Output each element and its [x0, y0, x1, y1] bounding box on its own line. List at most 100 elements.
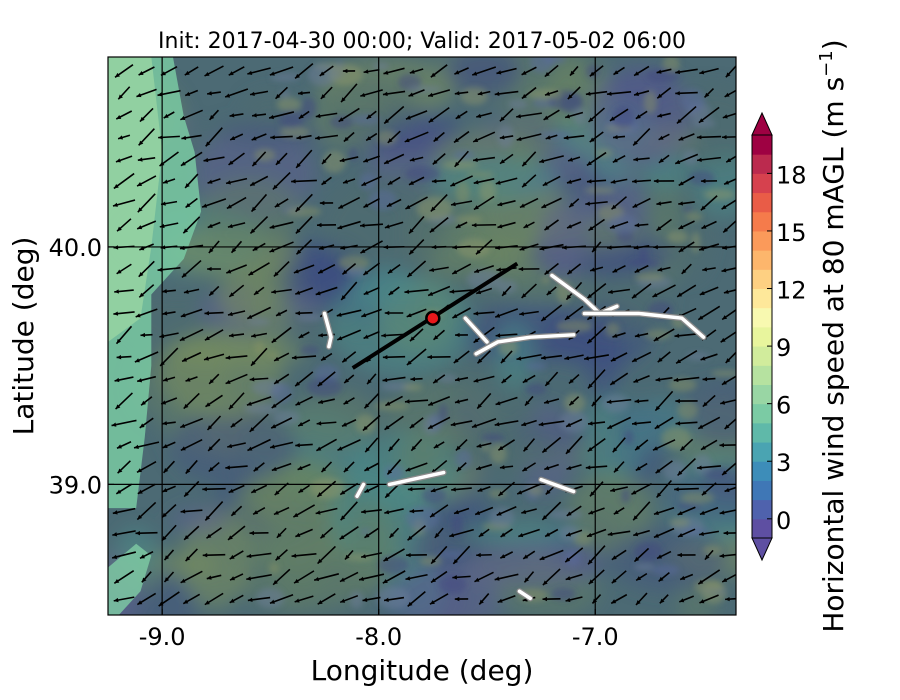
- wind-vector: [406, 308, 427, 318]
- wind-vector: [139, 417, 154, 429]
- speed-patch: [643, 179, 685, 236]
- wind-vector: [543, 109, 560, 121]
- terrain-patch: [541, 275, 551, 284]
- wind-vector: [270, 135, 293, 140]
- wind-vector: [230, 240, 243, 254]
- terrain-patch: [328, 64, 363, 86]
- colorbar-segment: [752, 461, 772, 481]
- wind-vector: [541, 436, 562, 454]
- wind-vector: [721, 375, 736, 386]
- speed-patch: [251, 253, 291, 355]
- colorbar-segment: [752, 135, 772, 155]
- wind-vector: [360, 223, 383, 228]
- wind-vector: [634, 332, 649, 338]
- wind-vector: [609, 221, 629, 229]
- wind-vector: [291, 179, 317, 184]
- x-tick-label: -7.0: [572, 623, 619, 651]
- wind-vector: [587, 421, 606, 426]
- wind-vector: [340, 83, 358, 103]
- wind-vector: [291, 355, 317, 360]
- wind-vector: [382, 355, 406, 360]
- wind-vector: [633, 547, 650, 563]
- masked-region: [517, 589, 533, 601]
- wind-vector: [115, 392, 133, 410]
- wind-vector: [318, 398, 335, 404]
- masked-region: [463, 316, 489, 344]
- wind-vector: [163, 549, 175, 561]
- wind-vector: [409, 156, 424, 162]
- wind-vector: [524, 395, 534, 407]
- wind-vector: [320, 461, 333, 473]
- terrain-patch: [286, 206, 322, 217]
- wind-vector: [343, 461, 355, 473]
- terrain-patch: [496, 279, 518, 294]
- terrain-patch: [276, 97, 301, 112]
- wind-vector: [362, 262, 381, 276]
- terrain-patch: [602, 394, 630, 413]
- wind-vector: [589, 65, 604, 77]
- wind-vector: [699, 506, 719, 516]
- wind-vector: [159, 347, 179, 367]
- wind-vector: [320, 86, 333, 100]
- wind-vector: [269, 441, 294, 449]
- wind-vector: [207, 266, 221, 272]
- wind-vector: [673, 376, 700, 383]
- terrain-patch: [489, 507, 515, 528]
- wind-vector: [544, 262, 559, 276]
- wind-vector: [658, 572, 670, 582]
- wind-vector: [181, 134, 202, 141]
- wind-vector: [321, 153, 332, 165]
- wind-vector: [522, 462, 536, 472]
- wind-vector: [724, 486, 736, 493]
- wind-vector: [564, 547, 584, 563]
- wind-vector: [291, 553, 317, 558]
- wind-vectors: [111, 62, 736, 607]
- wind-vector: [496, 506, 517, 516]
- masked-region: [474, 333, 576, 356]
- wind-vector: [160, 397, 178, 405]
- wind-vector: [366, 110, 377, 120]
- wind-vector: [114, 289, 134, 294]
- wind-vector: [136, 220, 157, 230]
- wind-vector: [295, 216, 313, 234]
- wind-vector: [702, 267, 716, 272]
- wind-vector: [344, 549, 354, 561]
- wind-vector: [295, 287, 313, 295]
- wind-vector: [405, 462, 428, 472]
- wind-vector: [408, 239, 425, 255]
- wind-vector: [112, 530, 136, 537]
- terrain-patch: [329, 115, 353, 129]
- wind-vector: [317, 264, 336, 274]
- wind-vector: [724, 418, 736, 430]
- wind-vector: [249, 90, 269, 96]
- wind-vector: [388, 527, 400, 539]
- wind-vector: [499, 135, 514, 140]
- wind-vector: [158, 135, 180, 140]
- terrain-patch: [455, 449, 472, 469]
- wind-vector: [228, 284, 245, 298]
- wind-vector: [180, 151, 203, 167]
- wind-vector: [499, 465, 514, 470]
- wind-vector: [364, 484, 379, 494]
- wind-vector: [450, 420, 473, 427]
- wind-vector: [298, 331, 310, 339]
- wind-vector: [455, 332, 468, 338]
- wind-vector: [319, 527, 334, 539]
- wind-vector: [298, 110, 310, 120]
- wind-vector: [432, 152, 446, 166]
- wind-vector: [293, 264, 315, 274]
- wind-vector: [184, 173, 199, 189]
- wind-vector: [207, 438, 221, 452]
- wind-vector: [521, 508, 537, 514]
- terrain-patch: [556, 320, 593, 333]
- wind-vector: [184, 66, 199, 76]
- colorbar-segment: [752, 192, 772, 213]
- wind-vector: [433, 131, 445, 143]
- wind-vector: [699, 286, 719, 296]
- colorbar-segment: [752, 307, 772, 328]
- wind-vector: [610, 178, 628, 184]
- wind-vector: [454, 150, 469, 168]
- terrain-patch: [677, 401, 698, 420]
- masked-regions: [321, 272, 707, 602]
- wind-vector: [431, 178, 447, 184]
